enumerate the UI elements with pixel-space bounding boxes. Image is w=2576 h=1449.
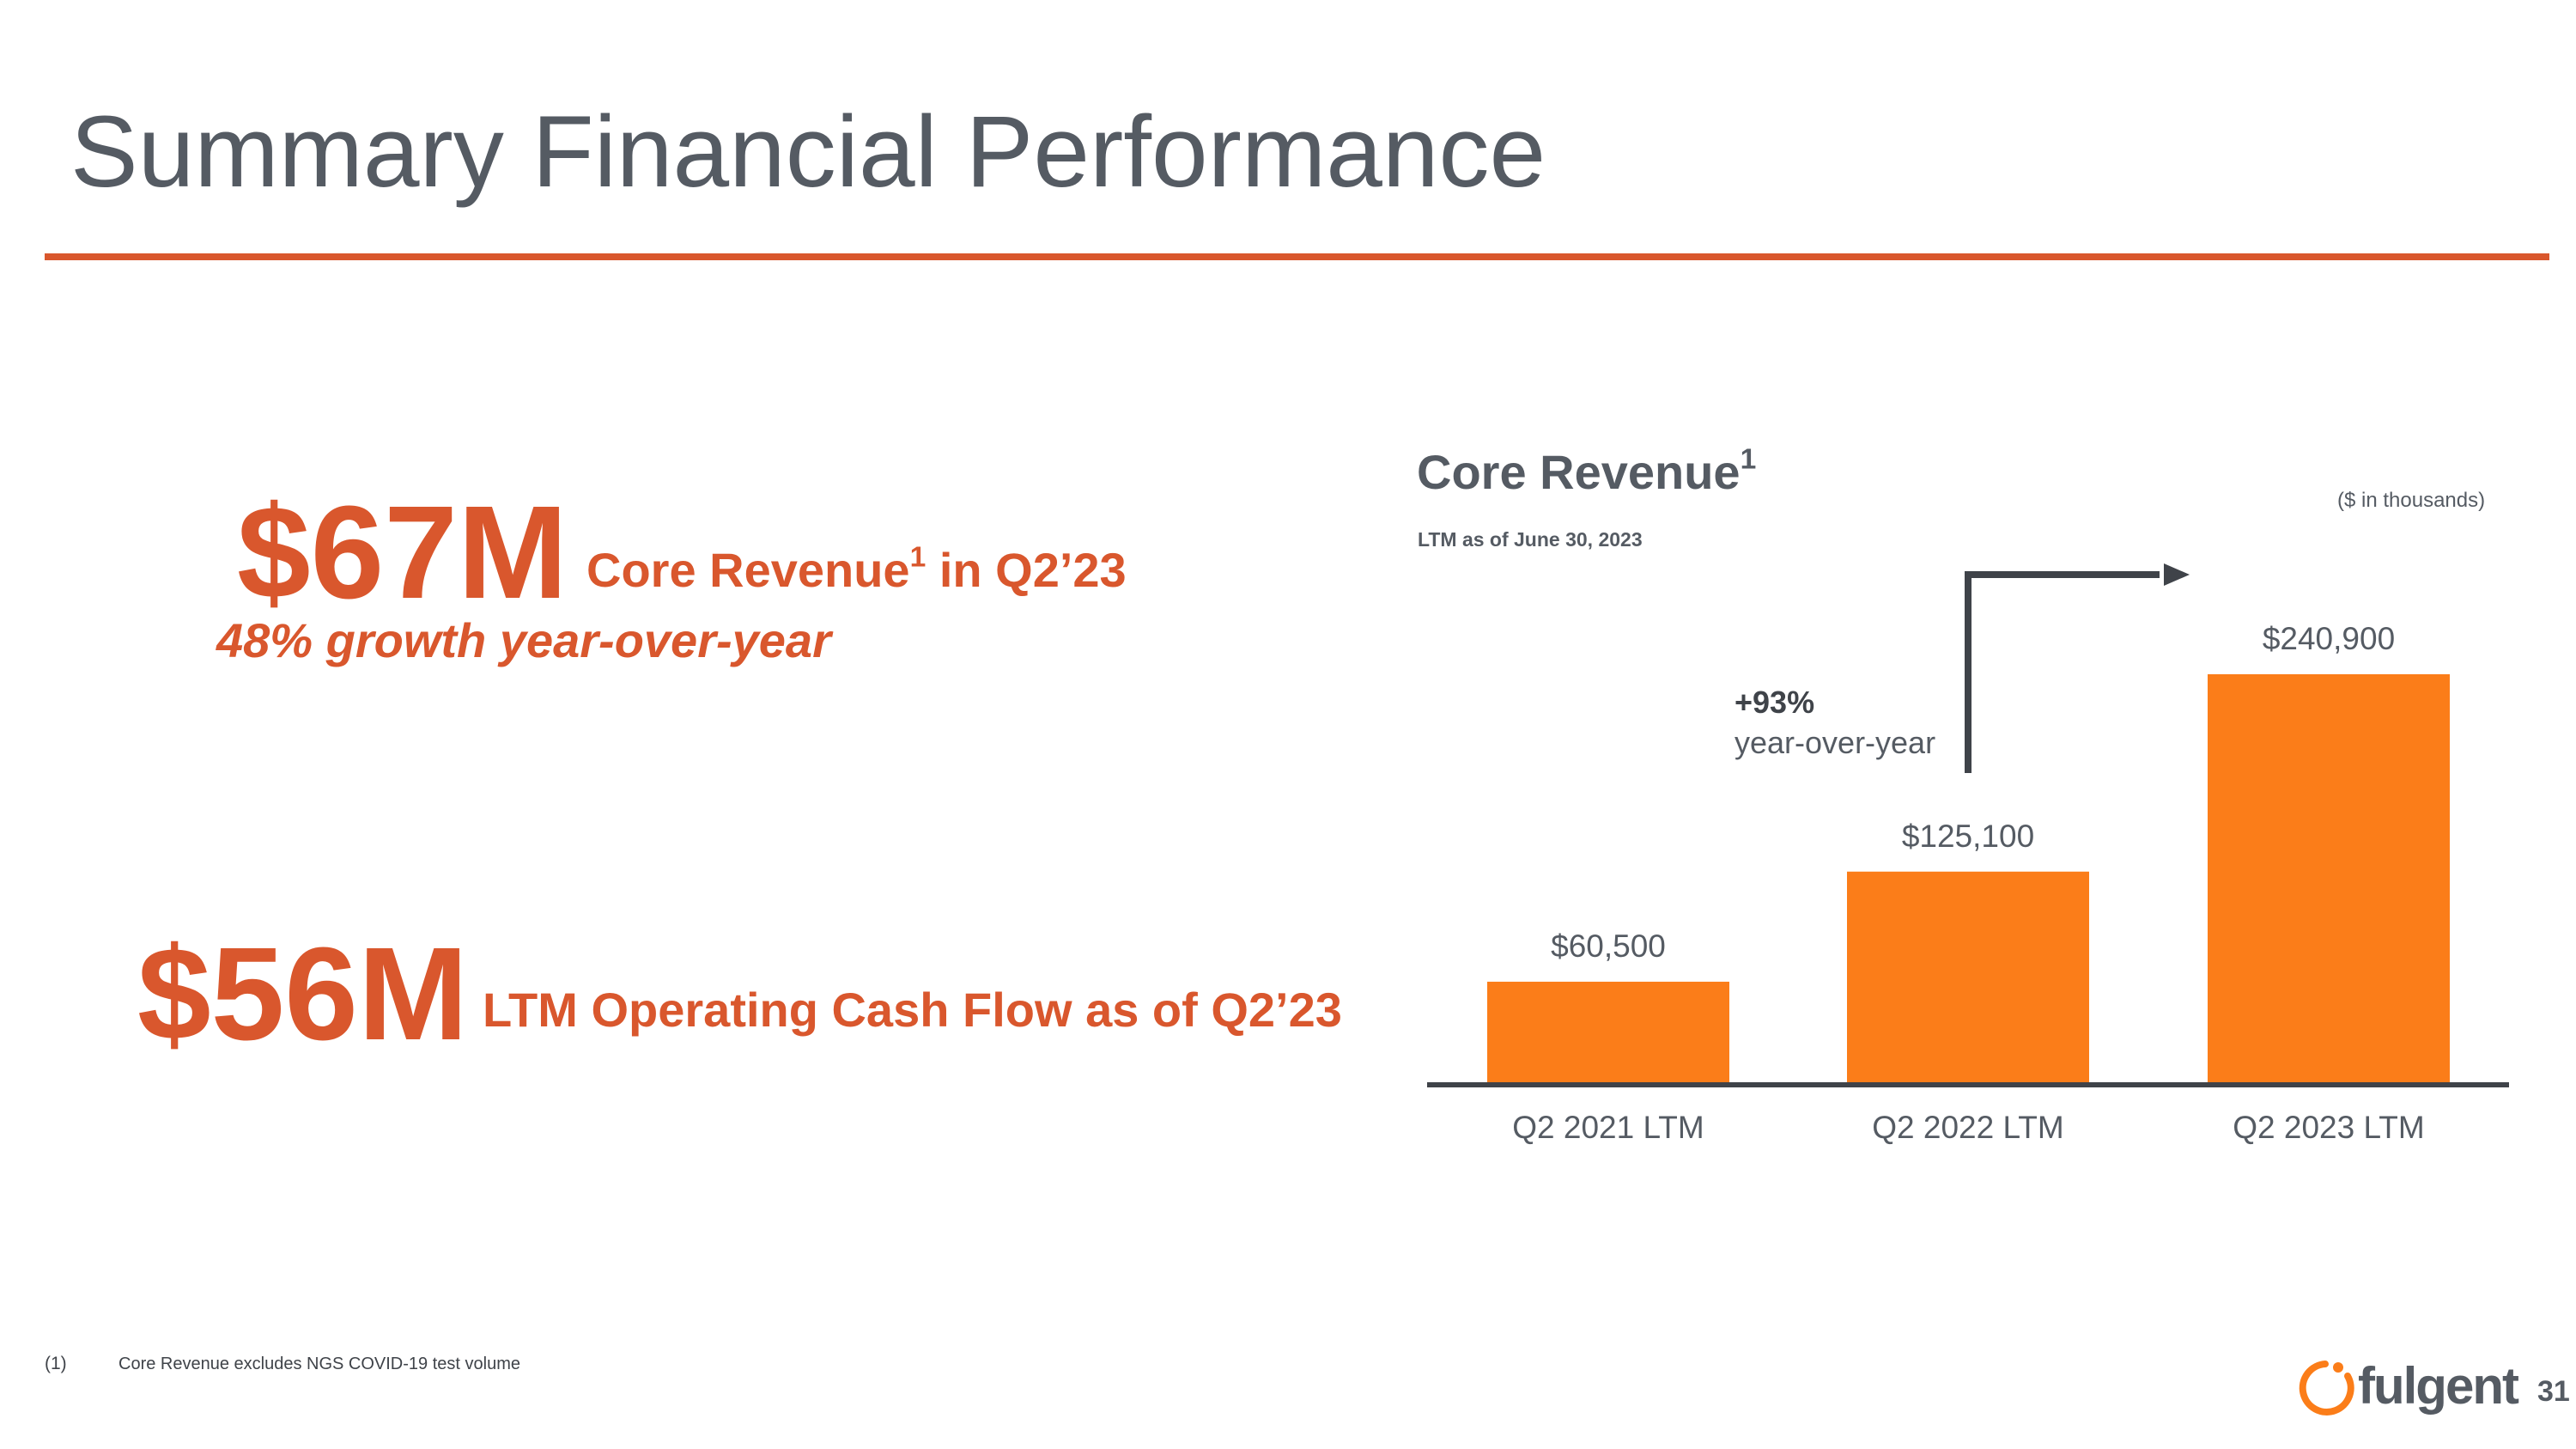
growth-annotation-text: year-over-year: [1735, 725, 1936, 760]
footnote-marker: 1: [1740, 443, 1757, 476]
bar-value-label-3: $240,900: [2263, 621, 2395, 656]
stat-cash-flow-value: $56M: [137, 920, 469, 1068]
bar-value-label-1: $60,500: [1551, 928, 1666, 964]
footnote-number: (1): [45, 1354, 67, 1373]
elbow-arrow-icon: [1965, 563, 2190, 773]
title-divider: [45, 253, 2549, 260]
chart-unit-note: ($ in thousands): [2337, 489, 2486, 512]
bar-1: [1487, 981, 1729, 1085]
stat-core-revenue-label-period: in Q2’23: [926, 543, 1127, 597]
chart-title: Core Revenue1: [1417, 445, 1756, 499]
growth-annotation-value: +93%: [1735, 685, 1815, 720]
x-tick-label-1: Q2 2021 LTM: [1512, 1110, 1704, 1145]
stat-core-revenue-value: $67M: [237, 478, 568, 626]
bar-value-label-2: $125,100: [1902, 819, 2034, 854]
chart-subtitle: LTM as of June 30, 2023: [1418, 528, 1643, 551]
page-title: Summary Financial Performance: [70, 95, 1546, 209]
bars-layer: [1487, 674, 2450, 1085]
stat-cash-flow-label: LTM Operating Cash Flow as of Q2’23: [483, 983, 1342, 1037]
bar-3: [2208, 674, 2450, 1085]
stat-core-revenue-growth: 48% growth year-over-year: [216, 613, 831, 667]
labels-layer: $60,500 Q2 2021 LTM $125,100 Q2 2022 LTM $24…: [1512, 621, 2424, 1145]
bar-2: [1847, 871, 2089, 1085]
x-tick-label-2: Q2 2022 LTM: [1872, 1110, 2063, 1145]
fulgent-logo-icon: [2299, 1361, 2354, 1416]
page-number: 31: [2537, 1375, 2570, 1408]
footnote-marker: 1: [909, 541, 927, 574]
stat-core-revenue-label: Core Revenue1 in Q2’23: [586, 543, 1127, 597]
chart-title-text: Core Revenue: [1417, 445, 1741, 499]
x-tick-label-3: Q2 2023 LTM: [2233, 1110, 2424, 1145]
footnote-text: Core Revenue excludes NGS COVID-19 test …: [118, 1355, 520, 1373]
logo-wordmark: fulgent: [2358, 1357, 2519, 1415]
stat-core-revenue-label-text: Core Revenue: [586, 543, 910, 597]
